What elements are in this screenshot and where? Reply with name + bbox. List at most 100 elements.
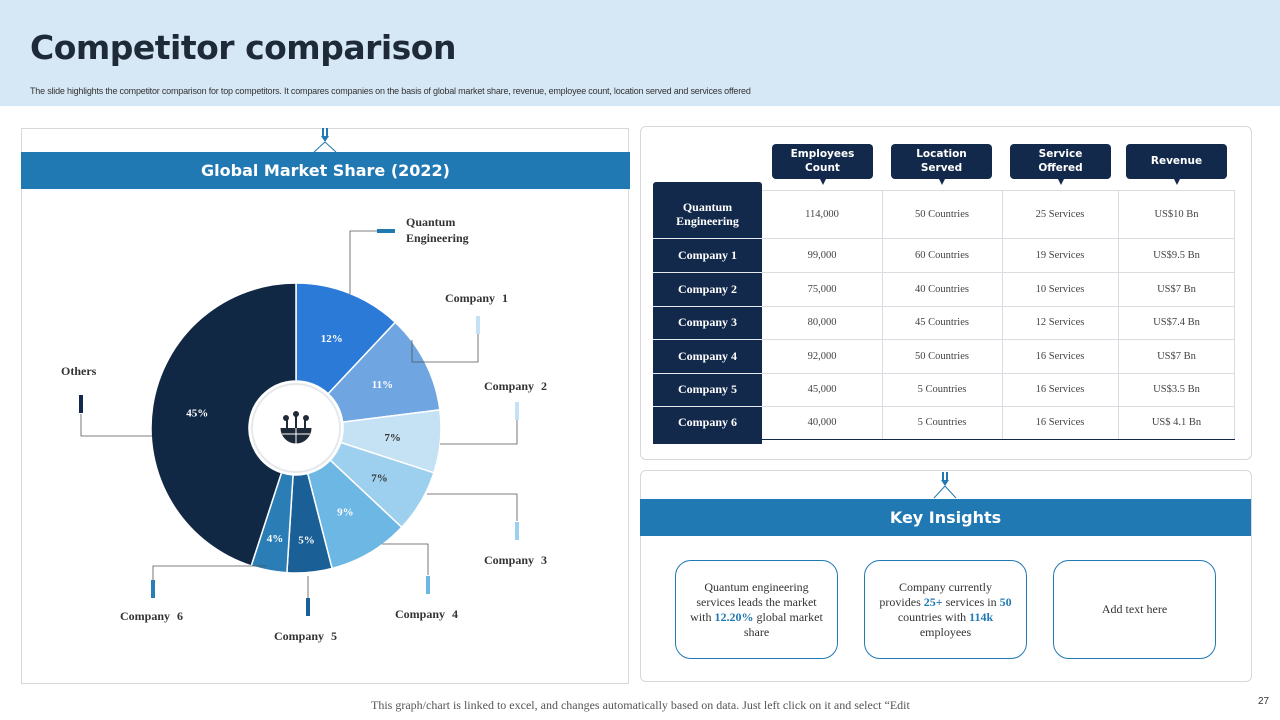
table-grid-line [762,339,1235,340]
table-cell: 16 Services [1035,350,1085,362]
table-cell: 19 Services [1035,249,1085,261]
insight-card-2-text: Company currently provides 25+ services … [879,579,1012,639]
hanging-connector-icon [313,128,337,153]
table-grid-line [762,373,1235,374]
table-cell: 99,000 [807,249,837,261]
callout-line [80,414,152,437]
table-cell: 50 Countries [915,350,969,362]
callout-line [440,420,518,445]
page-number: 27 [1258,696,1270,707]
pie-value-label: 11% [372,379,393,391]
callout-label: Company 4 [395,607,458,621]
insight-card-3-text: Add text here [1101,602,1168,616]
callout-marker [476,316,480,334]
market-share-donut-chart[interactable]: 12% 11% 7% 7% 9% 5% 4% 45% Quantum Engineering Com… [0,0,640,700]
table-row-separator [653,373,762,374]
table-cell: 12 Services [1035,317,1085,328]
callout-line [427,493,518,521]
table-cell: 16 Services [1035,417,1085,428]
table-bottom-rule [762,439,1235,440]
table-cell: 75,000 [807,283,837,295]
column-header-label: Revenue [1150,154,1203,167]
table-cell: 10 Services [1035,283,1085,295]
callout-label: Company 3 [484,553,547,567]
pie-value-label: 7% [371,472,388,484]
table-cell: 60 Countries [915,249,969,261]
table-cell: 25 Services [1035,208,1085,220]
table-cell: 5 Countries [917,384,967,395]
globe-network-icon [279,411,313,445]
table-row-label: Company 5 [677,382,737,397]
table-cell: 50 Countries [915,208,969,220]
table-row-separator [653,339,762,340]
footer-note: This graph/chart is linked to excel, and… [371,698,910,712]
table-column-header: Location Served [891,144,992,185]
table-grid-line [1234,190,1235,439]
table-cell: 45,000 [807,384,837,395]
table-cell: 80,000 [807,317,837,328]
column-header-label: Service Offered [1038,147,1083,174]
pie-value-label: 9% [337,506,354,518]
table-row-label: Company 3 [677,315,737,330]
column-header-pointer [1057,179,1064,185]
callout-label: Company 5 [274,629,337,643]
callout-line [349,230,378,294]
key-insights-title: Key Insights [640,499,1251,536]
table-row-label: Quantum Engineering [676,199,739,228]
pie-slice[interactable] [150,282,297,567]
table-column-header: Service Offered [1010,144,1111,185]
table-grid-line [1002,190,1003,439]
pie-value-label: 12% [321,333,343,345]
table-row-separator [653,306,762,307]
callout-marker [377,229,395,233]
callout-label: Company 6 [120,609,183,623]
table-cell: 5 Countries [917,417,967,428]
insight-card-2[interactable]: Company currently provides 25+ services … [864,560,1027,659]
page-subtitle: The slide highlights the competitor comp… [30,86,751,96]
callout-label: Quantum [406,215,455,229]
pie-value-label: 45% [186,407,208,419]
table-cell: US$7 Bn [1157,350,1196,362]
table-cell: 45 Countries [915,317,969,328]
callout-marker [426,576,430,594]
table-grid-line [882,190,883,439]
page-title: Competitor comparison [30,28,456,67]
insight-card-1[interactable]: Quantum engineering services leads the m… [675,560,838,659]
column-header-label: Employees Count [790,147,855,174]
column-header-pointer [938,179,945,185]
pie-value-label: 7% [384,432,401,444]
table-cell: US$9.5 Bn [1153,249,1200,261]
callout-line [382,543,429,575]
insight-card-1-text: Quantum engineering services leads the m… [690,579,823,639]
table-cell: US$3.5 Bn [1153,384,1200,395]
table-cell: 40 Countries [915,283,969,295]
pie-value-label: 4% [267,533,284,545]
callout-marker [306,598,310,616]
table-cell: 40,000 [807,417,837,428]
callout-label: Company 2 [484,379,547,393]
callout-line [411,334,479,363]
column-header-pointer [819,179,826,185]
table-grid-line [1118,190,1119,439]
insight-card-3[interactable]: Add text here [1053,560,1216,659]
table-row-header-band [653,182,762,444]
column-header-pointer [1173,179,1180,185]
table-cell: 114,000 [805,208,839,220]
table-grid-line [762,238,1235,239]
callout-marker [151,580,155,598]
table-row-separator [653,238,762,239]
table-row-label: Company 4 [677,348,737,363]
table-row-separator [653,406,762,407]
table-cell: US$7.4 Bn [1153,317,1200,328]
table-cell: 16 Services [1035,384,1085,395]
callout-marker [515,402,519,420]
callout-marker [515,522,519,540]
table-cell: 92,000 [807,350,837,362]
pie-value-label: 5% [298,535,315,547]
column-header-label: Location Served [916,147,967,174]
table-row-label: Company 1 [677,247,737,262]
callout-marker [79,395,83,413]
table-column-header: Employees Count [772,144,873,185]
table-row-separator [653,272,762,273]
callout-label: Company 1 [445,291,508,305]
